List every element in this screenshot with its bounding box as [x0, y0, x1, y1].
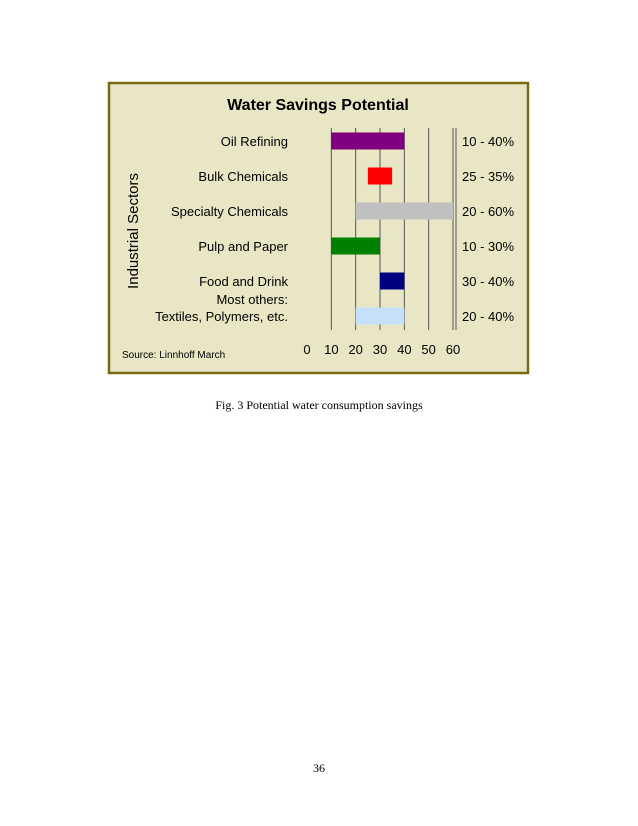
range-label-2: 20 - 60% — [462, 204, 514, 219]
chart-title: Water Savings Potential — [227, 97, 409, 114]
x-tick-20: 20 — [348, 342, 362, 357]
category-label-3: Pulp and Paper — [198, 239, 288, 254]
x-tick-30: 30 — [373, 342, 387, 357]
x-tick-50: 50 — [421, 342, 435, 357]
x-tick-60: 60 — [446, 342, 460, 357]
category-label-2: Specialty Chemicals — [171, 204, 289, 219]
bar-3 — [331, 237, 380, 255]
bar-5 — [355, 307, 405, 325]
range-label-3: 10 - 30% — [462, 239, 514, 254]
x-tick-0: 0 — [303, 342, 310, 357]
gridlines — [330, 128, 457, 330]
bar-2 — [355, 202, 453, 220]
source-note: Source: Linnhoff March — [122, 350, 225, 361]
range-label-1: 25 - 35% — [462, 169, 514, 184]
bar-1 — [367, 167, 393, 185]
range-label-0: 10 - 40% — [462, 134, 514, 149]
category-label-0: Oil Refining — [221, 134, 288, 149]
bar-4 — [380, 272, 405, 290]
y-axis-label: Industrial Sectors — [125, 173, 142, 289]
range-labels: 10 - 40% 25 - 35% 20 - 60% 10 - 30% 30 - 40%… — [462, 134, 514, 324]
category-label-5-line-1: Textiles, Polymers, etc. — [155, 309, 288, 324]
category-label-1: Bulk Chemicals — [198, 169, 288, 184]
category-label-4: Food and Drink — [199, 274, 288, 289]
x-tick-10: 10 — [324, 342, 338, 357]
x-axis-ticks: 0 10 20 30 40 50 60 — [303, 342, 460, 357]
bar-0 — [331, 132, 405, 150]
range-label-4: 30 - 40% — [462, 274, 514, 289]
figure-caption: Fig. 3 Potential water consumption savin… — [215, 398, 423, 412]
range-label-5: 20 - 40% — [462, 309, 514, 324]
bars — [331, 132, 453, 325]
category-label-5-line-0: Most others: — [216, 292, 288, 307]
page-number: 36 — [313, 761, 325, 775]
chart-frame — [107, 81, 530, 375]
category-labels: Oil Refining Bulk Chemicals Specialty Chem… — [155, 134, 289, 324]
x-tick-40: 40 — [397, 342, 411, 357]
